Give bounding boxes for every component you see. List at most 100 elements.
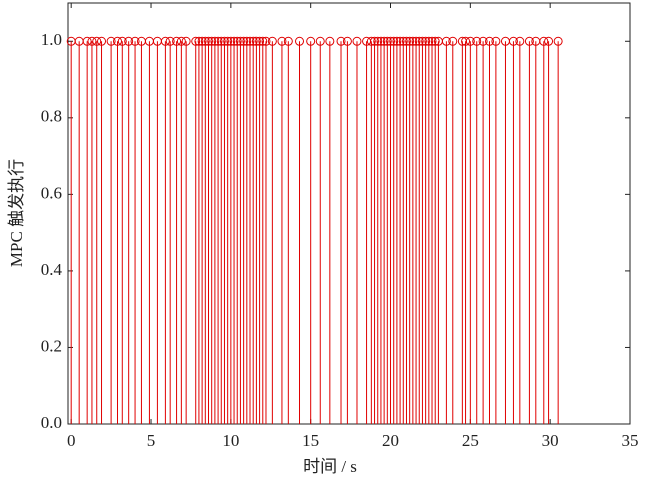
stem-marker: [204, 36, 213, 46]
stem-marker: [267, 36, 277, 46]
stem-marker: [421, 36, 431, 46]
stem-marker: [283, 36, 293, 46]
y-axis-label: MPC 触发执行: [7, 159, 26, 267]
stem-marker: [382, 36, 392, 46]
stem-marker: [235, 36, 245, 46]
stem-marker: [441, 36, 451, 46]
stem-marker: [370, 36, 380, 46]
stem-marker: [373, 36, 383, 46]
stem-marker: [239, 36, 249, 46]
y-tick-label: 0.6: [41, 183, 62, 202]
stem-marker: [87, 36, 97, 46]
stem-marker: [448, 36, 458, 46]
plot-frame: [67, 2, 631, 425]
stem-marker: [216, 36, 226, 46]
stem-marker: [210, 36, 220, 46]
stem-marker: [395, 36, 405, 46]
stem-marker: [408, 36, 418, 46]
stem-marker: [386, 36, 396, 46]
stem-marker: [200, 36, 210, 46]
stem-marker: [352, 36, 362, 46]
stem-marker: [491, 36, 501, 46]
stem-marker: [515, 36, 525, 46]
stem-marker: [295, 36, 305, 46]
stem-marker: [417, 36, 427, 46]
stem-marker: [389, 36, 399, 46]
stem-marker: [315, 36, 325, 46]
stem-marker: [255, 36, 265, 46]
stem-marker: [117, 36, 127, 46]
stem-marker: [465, 36, 475, 46]
stem-marker: [194, 36, 204, 46]
stem-marker: [251, 36, 261, 46]
stem-marker: [508, 36, 518, 46]
stem-marker: [342, 36, 352, 46]
y-tick-label: 1.0: [41, 30, 62, 49]
stem-marker: [544, 36, 554, 46]
stem-marker: [379, 36, 389, 46]
stem-marker: [472, 36, 482, 46]
stem-marker: [277, 36, 287, 46]
stem-marker: [427, 36, 437, 46]
stem-marker: [207, 36, 217, 46]
x-tick-label: 20: [382, 431, 399, 450]
x-tick-label: 25: [462, 431, 479, 450]
x-tick-label: 10: [222, 431, 239, 450]
stem-marker: [414, 36, 424, 46]
stem-marker: [160, 36, 170, 46]
y-tick-label: 0.2: [41, 336, 62, 355]
stem-marker: [172, 36, 182, 46]
y-tick-label: 0.0: [41, 413, 62, 432]
x-tick-label: 0: [67, 431, 76, 450]
stem-marker: [461, 36, 471, 46]
stem-marker: [376, 36, 386, 46]
stem-marker: [181, 36, 191, 46]
stem-marker: [97, 36, 107, 46]
stem-marker: [366, 36, 376, 46]
stem-marker: [411, 36, 421, 46]
x-tick-label: 15: [302, 431, 319, 450]
x-tick-label: 5: [147, 431, 156, 450]
stem-marker: [82, 36, 92, 46]
stem-marker: [229, 36, 239, 46]
stem-marker: [430, 36, 440, 46]
stem-marker: [478, 36, 488, 46]
stem-marker: [392, 36, 402, 46]
y-tick-label: 0.4: [41, 260, 63, 279]
stem-marker: [112, 36, 122, 46]
x-axis-label: 时间 / s: [303, 457, 357, 476]
stem-marker: [424, 36, 434, 46]
stem-marker: [258, 36, 268, 46]
stem-marker: [176, 36, 186, 46]
stem-marker: [106, 36, 116, 46]
stem-marker: [336, 36, 346, 46]
stem-marker: [325, 36, 335, 46]
stem-marker: [524, 36, 534, 46]
stem-marker: [242, 36, 252, 46]
stem-marker: [245, 36, 255, 46]
stem-marker: [92, 36, 102, 46]
stem-marker: [219, 36, 229, 46]
x-tick-label: 35: [622, 431, 639, 450]
stem-marker: [226, 36, 236, 46]
stem-marker: [213, 36, 223, 46]
stem-marker: [398, 36, 408, 46]
y-tick-label: 0.8: [41, 107, 62, 126]
stem-marker: [553, 36, 563, 46]
stem-marker: [223, 36, 233, 46]
x-tick-label: 30: [542, 431, 559, 450]
stem-marker: [405, 36, 415, 46]
stem-marker: [401, 36, 411, 46]
stem-marker: [539, 36, 549, 46]
stem-marker: [485, 36, 494, 46]
stem-marker: [232, 36, 242, 46]
stem-marker: [261, 36, 271, 46]
stem-marker: [248, 36, 258, 46]
stem-marker: [191, 36, 201, 46]
stem-marker: [306, 36, 316, 46]
stem-marker: [124, 36, 134, 46]
stem-marker: [197, 36, 207, 46]
stem-marker: [130, 36, 140, 46]
stem-marker: [165, 36, 175, 46]
